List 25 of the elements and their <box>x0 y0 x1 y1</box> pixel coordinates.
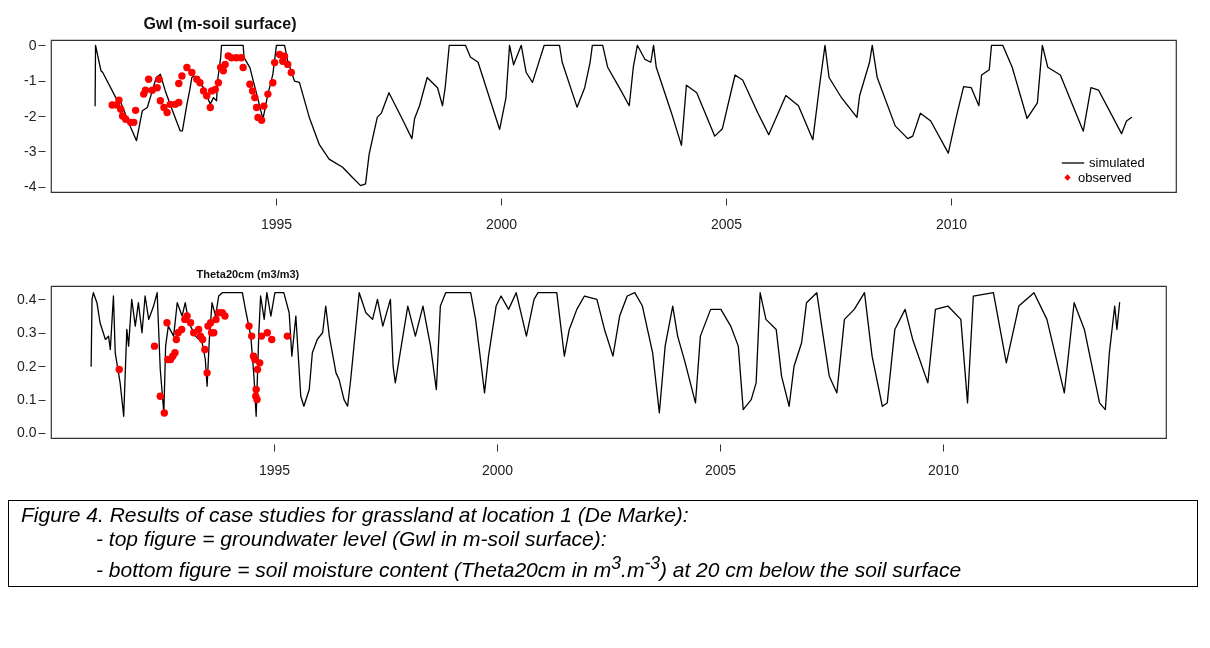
x-tick-label: 2005 <box>704 461 737 478</box>
x-tick-label: 2010 <box>935 215 968 232</box>
y-tick-label: -2 <box>24 107 37 124</box>
x-tick-label: 1995 <box>258 461 291 478</box>
caption: Figure 4. Results of case studies for grassland at location 1 (De Marke): <box>21 503 690 527</box>
y-tick-label: 0 <box>28 36 37 53</box>
x-tick-label: 2000 <box>481 461 514 478</box>
text: - top figure = groundwater level (Gwl in m-soil surface): <box>95 527 608 551</box>
y-tick-label: -1 <box>24 72 37 89</box>
y-tick-label: -4 <box>24 178 37 195</box>
x-tick-label: 2010 <box>927 461 960 478</box>
legend-label: simulated <box>1089 155 1145 170</box>
y-tick-label: 0.4 <box>17 290 37 307</box>
text: - bottom figure = soil moisture content (Theta20cm in m$^{3}$.m$^{-3}$) at 20 cm below the soil surface <box>95 552 963 582</box>
y-tick-label: -3 <box>24 142 37 159</box>
x-tick-label: 1995 <box>260 215 293 232</box>
legend-label: observed <box>1078 169 1132 185</box>
y-tick-label: 0.2 <box>17 357 37 374</box>
x-tick-label: 2005 <box>710 215 743 232</box>
chart-title: Theta20cm (m3/m3) <box>196 268 300 280</box>
y-tick-label: 0.3 <box>17 324 37 341</box>
chart-title: Gwl (m-soil surface) <box>143 15 297 33</box>
y-tick-label: 0.0 <box>17 424 37 441</box>
y-tick-label: 0.1 <box>17 391 37 408</box>
x-tick-label: 2000 <box>485 215 518 232</box>
